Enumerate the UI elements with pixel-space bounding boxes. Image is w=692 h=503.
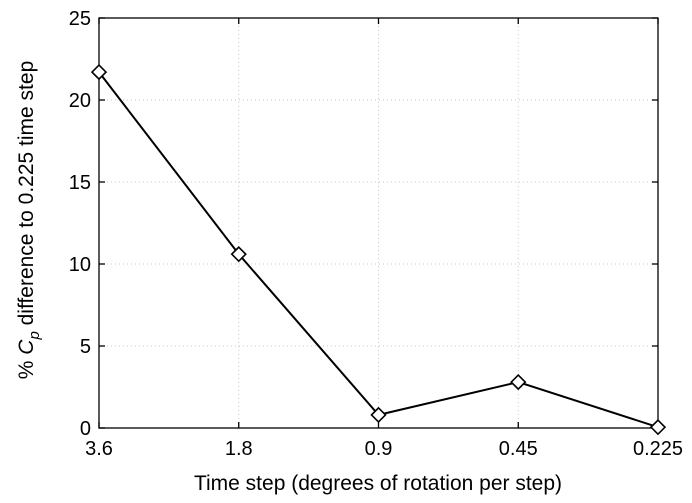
data-point-marker	[370, 406, 387, 424]
data-point-marker	[510, 373, 527, 391]
series-line	[98, 71, 659, 429]
y-tick-label: 20	[69, 90, 91, 112]
y-tick-label: 25	[69, 8, 91, 30]
x-tick-label: 0.45	[499, 438, 538, 460]
y-tick-label: 10	[69, 254, 91, 276]
y-tick-label: 15	[69, 172, 91, 194]
y-axis-label-symbol: C	[15, 339, 38, 355]
y-tick-label: 0	[80, 418, 91, 440]
y-axis-label: % Cp difference to 0.225 time step	[15, 61, 43, 379]
x-tick-label: 3.6	[85, 438, 113, 460]
x-tick-label: 0.9	[365, 438, 393, 460]
x-axis-label: Time step (degrees of rotation per step)	[194, 472, 562, 495]
grid-layer	[99, 18, 658, 428]
data-point-marker	[649, 419, 667, 436]
y-axis-label-subscript: p	[26, 331, 43, 340]
y-axis-label-suffix: difference to 0.225 time step	[15, 61, 38, 331]
x-tick-label: 0.225	[633, 438, 683, 460]
y-tick-label: 5	[80, 336, 91, 358]
series-layer	[90, 63, 667, 436]
y-axis-label-prefix: %	[15, 355, 38, 380]
data-point-marker	[90, 63, 108, 81]
data-point-marker	[230, 246, 247, 263]
x-tick-label: 1.8	[225, 438, 253, 460]
tick-layer: 0 5 10 15 20 25 3.6 1.8 0.9 0.45 0.225	[69, 8, 683, 460]
